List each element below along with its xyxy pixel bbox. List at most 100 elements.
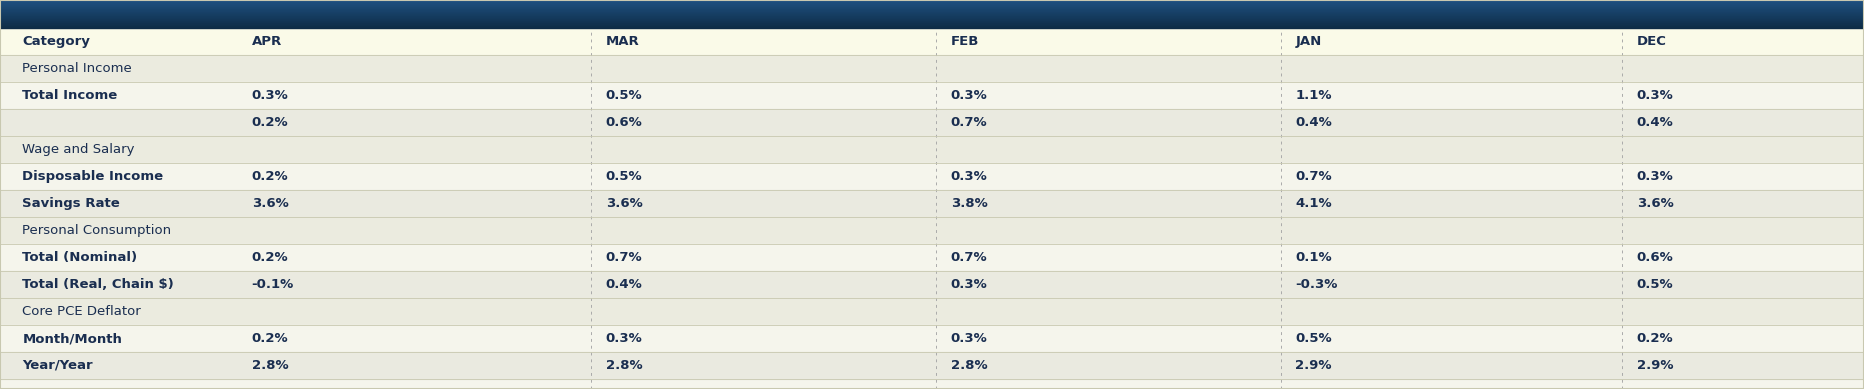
Bar (0, 16, 1864, 18)
Bar (0, 2, 1864, 4)
Text: APR: APR (252, 35, 281, 48)
Bar (0, 9, 1864, 11)
Text: 3.6%: 3.6% (1637, 197, 1674, 210)
Text: 2.8%: 2.8% (252, 359, 289, 372)
Bar (0, 23, 1864, 24)
Text: 0.4%: 0.4% (1295, 116, 1333, 129)
Text: 0.2%: 0.2% (252, 332, 289, 345)
Text: Personal Consumption: Personal Consumption (22, 224, 171, 237)
Bar (0, 21, 1864, 23)
Bar (0, 136, 1864, 163)
Text: 0.3%: 0.3% (606, 332, 643, 345)
Bar (0, 21, 1864, 22)
Text: 0.3%: 0.3% (951, 170, 988, 183)
Text: 0.2%: 0.2% (252, 170, 289, 183)
Text: 0.6%: 0.6% (1637, 251, 1674, 264)
Text: Month/Month: Month/Month (22, 332, 123, 345)
Text: 0.5%: 0.5% (1637, 278, 1674, 291)
Text: Core PCE Deflator: Core PCE Deflator (22, 305, 142, 318)
Text: -0.1%: -0.1% (252, 278, 295, 291)
Text: Total Income: Total Income (22, 89, 117, 102)
Bar (0, 20, 1864, 21)
Bar (0, 217, 1864, 244)
Text: 0.7%: 0.7% (606, 251, 643, 264)
Text: Total (Nominal): Total (Nominal) (22, 251, 138, 264)
Bar (0, 14, 1864, 15)
Text: 0.6%: 0.6% (606, 116, 643, 129)
Bar (0, 11, 1864, 12)
Bar (0, 0, 1864, 2)
Bar (0, 18, 1864, 19)
Bar (0, 14, 1864, 16)
Text: 0.3%: 0.3% (951, 278, 988, 291)
Bar (0, 18, 1864, 19)
Bar (0, 4, 1864, 5)
Bar (0, 271, 1864, 298)
Bar (0, 26, 1864, 27)
Text: 4.1%: 4.1% (1295, 197, 1333, 210)
Text: 0.2%: 0.2% (252, 251, 289, 264)
Text: 2.8%: 2.8% (951, 359, 988, 372)
Bar (0, 15, 1864, 16)
Text: 3.8%: 3.8% (951, 197, 988, 210)
Bar (0, 25, 1864, 26)
Text: 2.8%: 2.8% (606, 359, 643, 372)
Text: Total (Real, Chain $): Total (Real, Chain $) (22, 278, 173, 291)
Text: 0.5%: 0.5% (1295, 332, 1333, 345)
Text: Savings Rate: Savings Rate (22, 197, 119, 210)
Bar (0, 8, 1864, 9)
Text: 0.3%: 0.3% (951, 332, 988, 345)
Bar (0, 325, 1864, 352)
Bar (0, 17, 1864, 18)
Bar (0, 23, 1864, 25)
Bar (0, 7, 1864, 9)
Bar (0, 22, 1864, 23)
Bar (0, 28, 1864, 55)
Bar (0, 9, 1864, 10)
Text: 0.3%: 0.3% (1637, 89, 1674, 102)
Text: 1.1%: 1.1% (1295, 89, 1333, 102)
Text: FEB: FEB (951, 35, 979, 48)
Bar (0, 19, 1864, 20)
Text: 0.2%: 0.2% (252, 116, 289, 129)
Text: 0.1%: 0.1% (1295, 251, 1333, 264)
Bar (0, 25, 1864, 26)
Bar (0, 3, 1864, 4)
Text: 0.3%: 0.3% (951, 89, 988, 102)
Text: MAR: MAR (606, 35, 639, 48)
Bar (0, 5, 1864, 6)
Text: 2.9%: 2.9% (1637, 359, 1674, 372)
Bar (0, 244, 1864, 271)
Bar (0, 0, 1864, 1)
Text: -0.3%: -0.3% (1295, 278, 1338, 291)
Text: Category: Category (22, 35, 89, 48)
Bar (0, 2, 1864, 3)
Bar (0, 13, 1864, 14)
Text: 0.4%: 0.4% (1637, 116, 1674, 129)
Bar (0, 1, 1864, 2)
Text: 0.7%: 0.7% (1295, 170, 1333, 183)
Bar (0, 109, 1864, 136)
Text: Wage and Salary: Wage and Salary (22, 143, 134, 156)
Bar (0, 163, 1864, 190)
Text: 0.7%: 0.7% (951, 116, 988, 129)
Text: 3.6%: 3.6% (606, 197, 643, 210)
Text: 0.2%: 0.2% (1637, 332, 1674, 345)
Bar (0, 6, 1864, 7)
Bar (0, 16, 1864, 17)
Bar (0, 190, 1864, 217)
Text: 0.3%: 0.3% (1637, 170, 1674, 183)
Bar (0, 4, 1864, 5)
Bar (0, 10, 1864, 11)
Bar (0, 298, 1864, 325)
Bar (0, 11, 1864, 12)
Text: 3.6%: 3.6% (252, 197, 289, 210)
Text: 2.9%: 2.9% (1295, 359, 1333, 372)
Text: 0.4%: 0.4% (606, 278, 643, 291)
Text: JAN: JAN (1295, 35, 1322, 48)
Text: DEC: DEC (1637, 35, 1666, 48)
Bar (0, 82, 1864, 109)
Bar (0, 352, 1864, 379)
Bar (0, 7, 1864, 8)
Text: 0.5%: 0.5% (606, 89, 643, 102)
